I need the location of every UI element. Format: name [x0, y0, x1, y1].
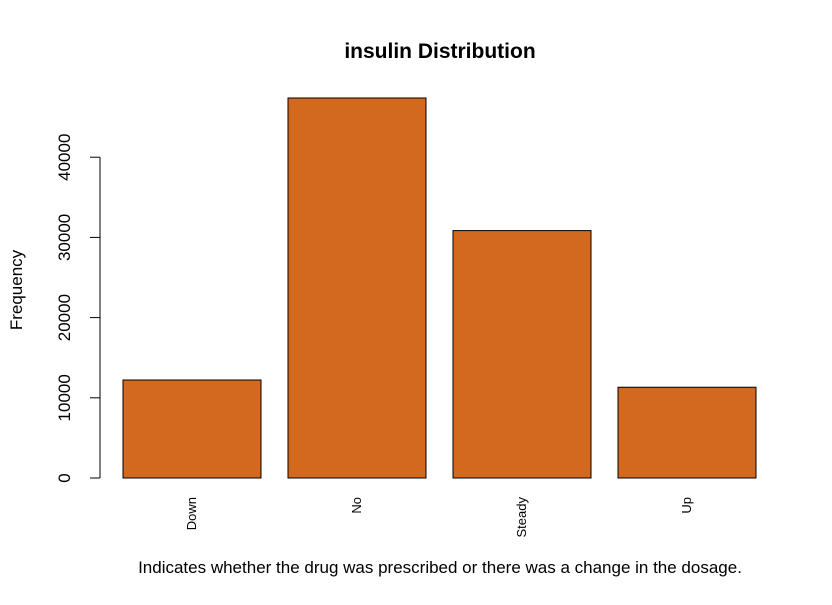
bar-steady — [452, 230, 592, 479]
y-axis: 0 10000 20000 30000 40000 — [55, 134, 101, 483]
category-labels: Down No Steady Up — [184, 497, 694, 538]
bar-no — [287, 97, 427, 479]
y-axis-label: Frequency — [7, 249, 26, 330]
y-tick-label: 10000 — [55, 374, 74, 421]
y-tick-label: 20000 — [55, 294, 74, 341]
bar-down — [122, 379, 262, 479]
category-label-steady: Steady — [514, 497, 529, 538]
category-label-no: No — [349, 497, 364, 514]
y-tick-label: 30000 — [55, 214, 74, 261]
bar-up — [617, 386, 757, 479]
bars-group — [122, 97, 757, 479]
chart-title: insulin Distribution — [344, 40, 535, 63]
y-tick-label: 40000 — [55, 134, 74, 181]
category-label-down: Down — [184, 497, 199, 530]
y-tick-label: 0 — [55, 473, 74, 482]
category-label-up: Up — [679, 497, 694, 514]
x-axis-label: Indicates whether the drug was prescribe… — [138, 558, 742, 577]
